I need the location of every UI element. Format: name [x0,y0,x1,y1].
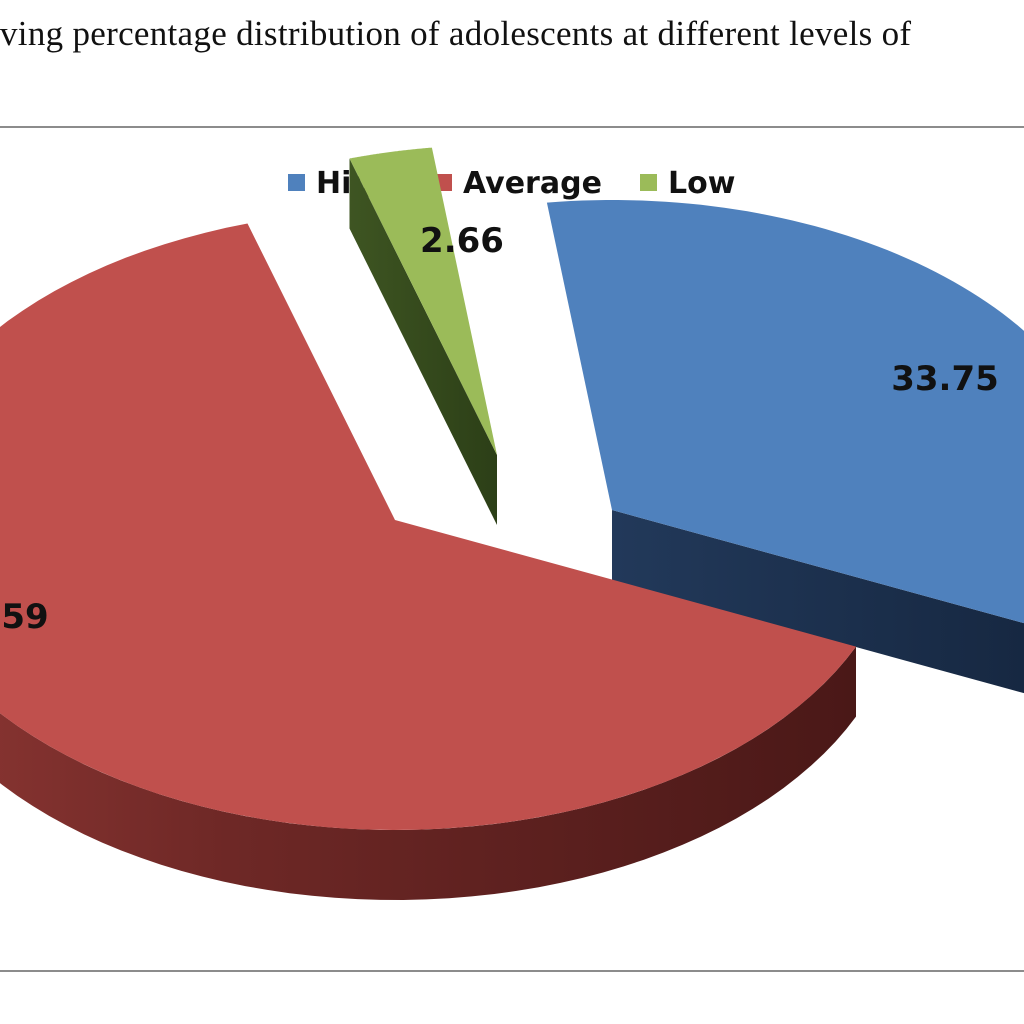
top-rule [0,126,1024,128]
slice-cut-face-high [612,510,1024,694]
data-labels: 33.75 59 2.66 [1,221,998,637]
slice-top-low [349,147,497,455]
data-label-average: 59 [1,597,48,637]
figure-caption: ving percentage distribution of adolesce… [0,14,1024,74]
legend-swatch-low [640,174,657,191]
data-label-high: 33.75 [891,359,999,399]
bottom-rule [0,970,1024,972]
pie-slice-low [349,147,497,525]
figure-caption-text: ving percentage distribution of adolesce… [0,14,912,53]
data-label-low: 2.66 [420,221,504,261]
pie-slice-high [546,200,1024,694]
legend-swatch-high [288,174,305,191]
slice-top-high [546,200,1024,624]
pie-slice-average [0,223,856,900]
legend-label-low: Low [668,166,735,201]
slice-side-average [0,646,856,900]
legend-label-average: Average [463,166,602,201]
legend: HighAverageLow [288,166,735,201]
slice-top-average [0,223,856,830]
pie-slices [0,147,1024,900]
slice-cut-face-low [349,158,497,525]
